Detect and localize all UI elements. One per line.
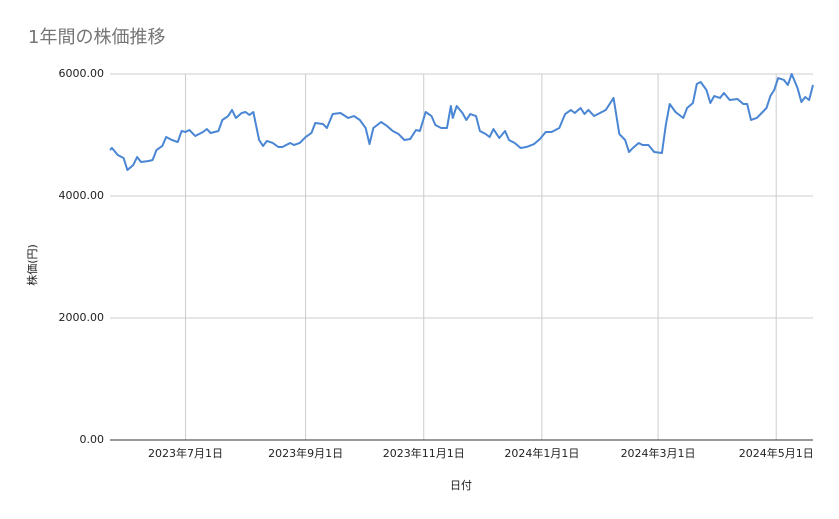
line-series — [109, 73, 814, 172]
x-tick-label: 2024年5月1日 — [739, 446, 814, 460]
x-tick-label: 2024年1月1日 — [504, 446, 579, 460]
y-tick-label: 4000.00 — [59, 189, 105, 202]
y-tick-label: 6000.00 — [59, 67, 105, 80]
x-tick-label: 2023年7月1日 — [148, 446, 223, 460]
x-tick-label: 2024年3月1日 — [621, 446, 696, 460]
y-axis-label: 株価(円) — [25, 244, 39, 286]
chart-title: 1年間の株価推移 — [28, 27, 165, 48]
y-tick-label: 0.00 — [80, 433, 105, 446]
x-tick-label: 2023年9月1日 — [268, 446, 343, 460]
y-tick-label: 2000.00 — [59, 311, 105, 324]
x-tick-label: 2023年11月1日 — [383, 446, 465, 460]
x-axis-label: 日付 — [450, 479, 472, 492]
